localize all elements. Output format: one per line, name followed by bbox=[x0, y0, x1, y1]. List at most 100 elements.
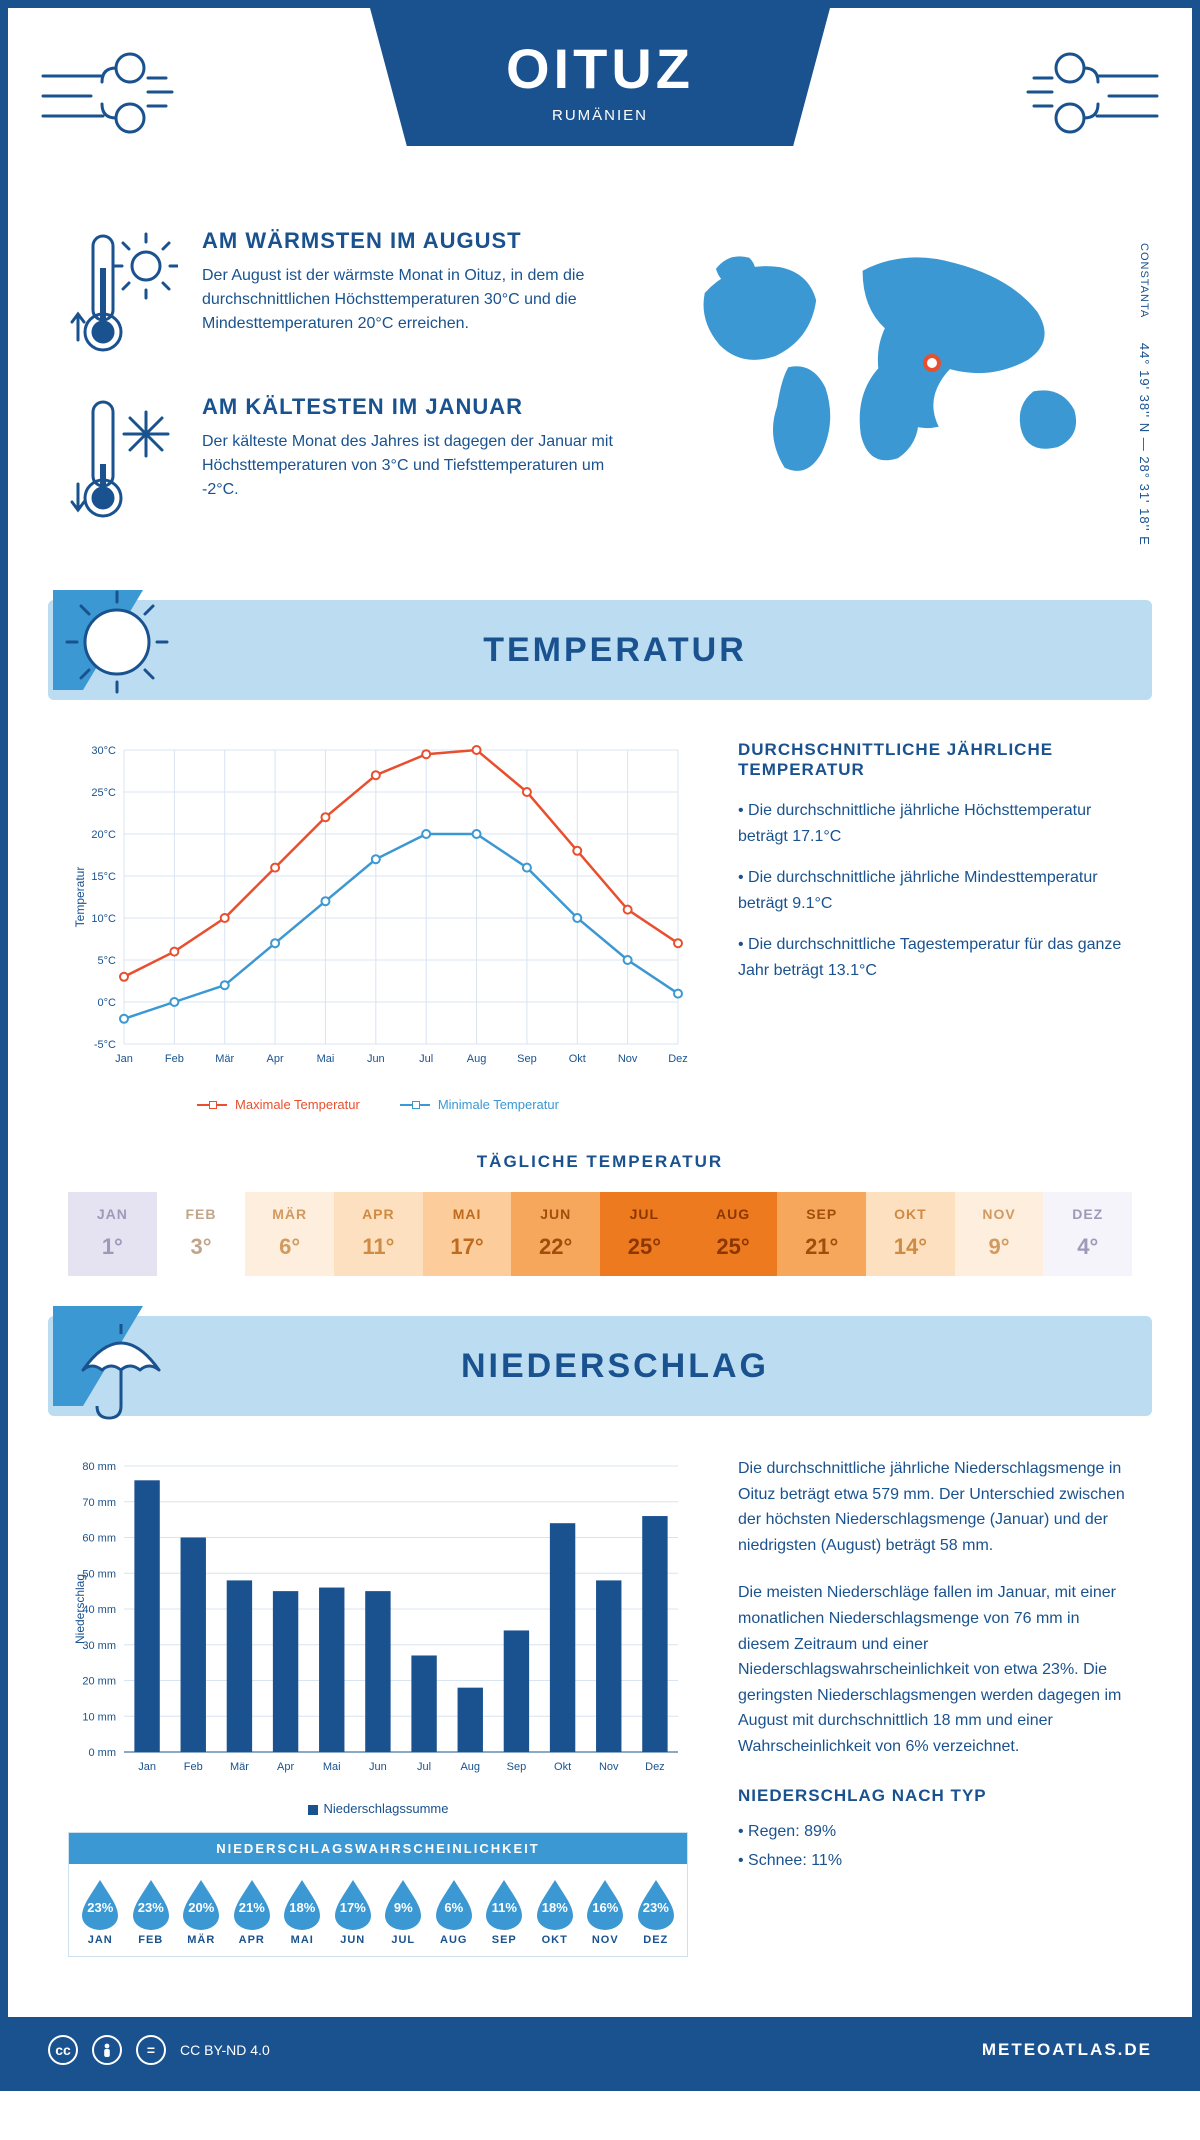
svg-text:30°C: 30°C bbox=[91, 745, 116, 757]
daily-temp-cell: NOV9° bbox=[955, 1192, 1044, 1276]
svg-text:Dez: Dez bbox=[645, 1761, 665, 1773]
svg-text:10°C: 10°C bbox=[91, 913, 116, 925]
daily-temp-cell: MÄR6° bbox=[245, 1192, 334, 1276]
svg-text:0°C: 0°C bbox=[98, 997, 117, 1009]
precip-prob-drop: 21% APR bbox=[232, 1878, 272, 1946]
svg-text:30 mm: 30 mm bbox=[82, 1640, 116, 1652]
daily-temp-cell: APR11° bbox=[334, 1192, 423, 1276]
license: cc = CC BY-ND 4.0 bbox=[48, 2035, 270, 2065]
svg-text:-5°C: -5°C bbox=[94, 1039, 116, 1051]
section-title: TEMPERATUR bbox=[198, 631, 1152, 670]
map-marker-icon bbox=[923, 354, 941, 372]
svg-text:20°C: 20°C bbox=[91, 829, 116, 841]
page: OITUZ RUMÄNIEN AM WÄR bbox=[0, 0, 1200, 2091]
precip-prob-drop: 9% JUL bbox=[383, 1878, 423, 1946]
header: OITUZ RUMÄNIEN bbox=[8, 8, 1192, 228]
fact-coldest: AM KÄLTESTEN IM JANUAR Der kälteste Mona… bbox=[68, 394, 627, 524]
svg-text:Mai: Mai bbox=[317, 1053, 335, 1065]
temperature-line-chart: -5°C 0°C 5°C 10°C 15°C 20°C 25°C 30°C Jan Feb Mär A… bbox=[68, 740, 688, 1112]
section-banner-temperature: TEMPERATUR bbox=[48, 600, 1152, 700]
svg-text:Mär: Mär bbox=[230, 1761, 249, 1773]
fact-title: AM KÄLTESTEN IM JANUAR bbox=[202, 394, 627, 420]
sun-icon bbox=[48, 600, 198, 700]
svg-text:70 mm: 70 mm bbox=[82, 1497, 116, 1509]
daily-temp-title: TÄGLICHE TEMPERATUR bbox=[8, 1152, 1192, 1172]
precip-prob-drop: 18% MAI bbox=[282, 1878, 322, 1946]
site-name: METEOATLAS.DE bbox=[982, 2040, 1152, 2060]
svg-text:Sep: Sep bbox=[507, 1761, 527, 1773]
svg-text:Temperatur: Temperatur bbox=[73, 867, 87, 928]
daily-temp-cell: JUL25° bbox=[600, 1192, 689, 1276]
thermometer-sun-icon bbox=[68, 228, 178, 358]
intro: AM WÄRMSTEN IM AUGUST Der August ist der… bbox=[8, 228, 1192, 600]
wind-icon bbox=[38, 38, 178, 153]
daily-temp-cell: FEB3° bbox=[157, 1192, 246, 1276]
svg-text:25°C: 25°C bbox=[91, 787, 116, 799]
svg-text:Jun: Jun bbox=[369, 1761, 387, 1773]
daily-temp-cell: AUG25° bbox=[689, 1192, 778, 1276]
svg-text:Aug: Aug bbox=[460, 1761, 480, 1773]
svg-text:Nov: Nov bbox=[599, 1761, 619, 1773]
section-title: NIEDERSCHLAG bbox=[198, 1347, 1152, 1386]
svg-text:Jun: Jun bbox=[367, 1053, 385, 1065]
fact-text: Der kälteste Monat des Jahres ist dagege… bbox=[202, 430, 627, 502]
nd-icon: = bbox=[136, 2035, 166, 2065]
svg-text:Apr: Apr bbox=[267, 1053, 284, 1065]
precip-prob-drop: 6% AUG bbox=[434, 1878, 474, 1946]
daily-temp-cell: JUN22° bbox=[511, 1192, 600, 1276]
location-title: OITUZ bbox=[420, 36, 780, 101]
thermometer-snow-icon bbox=[68, 394, 178, 524]
svg-text:Jul: Jul bbox=[419, 1053, 433, 1065]
daily-temp-cell: MAI17° bbox=[423, 1192, 512, 1276]
precip-prob-drop: 23% JAN bbox=[80, 1878, 120, 1946]
attribution-icon bbox=[92, 2035, 122, 2065]
precip-summary: Die durchschnittliche jährliche Niedersc… bbox=[738, 1456, 1132, 1997]
daily-temp-table: JAN1°FEB3°MÄR6°APR11°MAI17°JUN22°JUL25°A… bbox=[68, 1192, 1132, 1276]
svg-text:Nov: Nov bbox=[618, 1053, 638, 1065]
precip-prob-drop: 20% MÄR bbox=[181, 1878, 221, 1946]
fact-title: AM WÄRMSTEN IM AUGUST bbox=[202, 228, 627, 254]
prob-title: NIEDERSCHLAGSWAHRSCHEINLICHKEIT bbox=[69, 1833, 687, 1864]
svg-text:50 mm: 50 mm bbox=[82, 1568, 116, 1580]
svg-text:Aug: Aug bbox=[467, 1053, 487, 1065]
svg-text:Dez: Dez bbox=[668, 1053, 688, 1065]
cc-icon: cc bbox=[48, 2035, 78, 2065]
svg-text:Feb: Feb bbox=[165, 1053, 184, 1065]
svg-text:Okt: Okt bbox=[569, 1053, 586, 1065]
svg-text:Mai: Mai bbox=[323, 1761, 341, 1773]
footer: cc = CC BY-ND 4.0 METEOATLAS.DE bbox=[8, 2017, 1192, 2083]
svg-text:0 mm: 0 mm bbox=[89, 1747, 117, 1759]
svg-text:15°C: 15°C bbox=[91, 871, 116, 883]
section-banner-precip: NIEDERSCHLAG bbox=[48, 1316, 1152, 1416]
svg-text:Jan: Jan bbox=[115, 1053, 133, 1065]
daily-temp-cell: OKT14° bbox=[866, 1192, 955, 1276]
svg-text:20 mm: 20 mm bbox=[82, 1676, 116, 1688]
precip-prob-drop: 16% NOV bbox=[585, 1878, 625, 1946]
precip-bar-chart: 0 mm10 mm20 mm30 mm40 mm50 mm60 mm70 mm8… bbox=[68, 1456, 688, 1997]
coordinates: CONSTANTA 44° 19' 38'' N — 28° 31' 18'' … bbox=[1137, 228, 1152, 560]
world-map bbox=[667, 228, 1132, 488]
svg-text:Niederschlag: Niederschlag bbox=[73, 1574, 87, 1644]
chart-legend: Maximale Temperatur Minimale Temperatur bbox=[68, 1097, 688, 1112]
precip-probability-block: NIEDERSCHLAGSWAHRSCHEINLICHKEIT 23% JAN … bbox=[68, 1832, 688, 1957]
title-banner: OITUZ RUMÄNIEN bbox=[370, 8, 830, 146]
svg-text:Sep: Sep bbox=[517, 1053, 537, 1065]
svg-text:Okt: Okt bbox=[554, 1761, 571, 1773]
daily-temp-cell: SEP21° bbox=[777, 1192, 866, 1276]
precip-prob-drop: 17% JUN bbox=[333, 1878, 373, 1946]
svg-text:Jan: Jan bbox=[138, 1761, 156, 1773]
umbrella-icon bbox=[48, 1316, 198, 1416]
svg-text:Mär: Mär bbox=[215, 1053, 234, 1065]
fact-warmest: AM WÄRMSTEN IM AUGUST Der August ist der… bbox=[68, 228, 627, 358]
wind-icon bbox=[1022, 38, 1162, 153]
svg-text:40 mm: 40 mm bbox=[82, 1604, 116, 1616]
svg-text:Feb: Feb bbox=[184, 1761, 203, 1773]
daily-temp-cell: DEZ4° bbox=[1043, 1192, 1132, 1276]
precip-prob-drop: 23% DEZ bbox=[636, 1878, 676, 1946]
fact-text: Der August ist der wärmste Monat in Oitu… bbox=[202, 264, 627, 336]
svg-text:Apr: Apr bbox=[277, 1761, 294, 1773]
location-country: RUMÄNIEN bbox=[420, 107, 780, 124]
precip-prob-drop: 23% FEB bbox=[131, 1878, 171, 1946]
svg-text:5°C: 5°C bbox=[98, 955, 117, 967]
svg-text:Jul: Jul bbox=[417, 1761, 431, 1773]
